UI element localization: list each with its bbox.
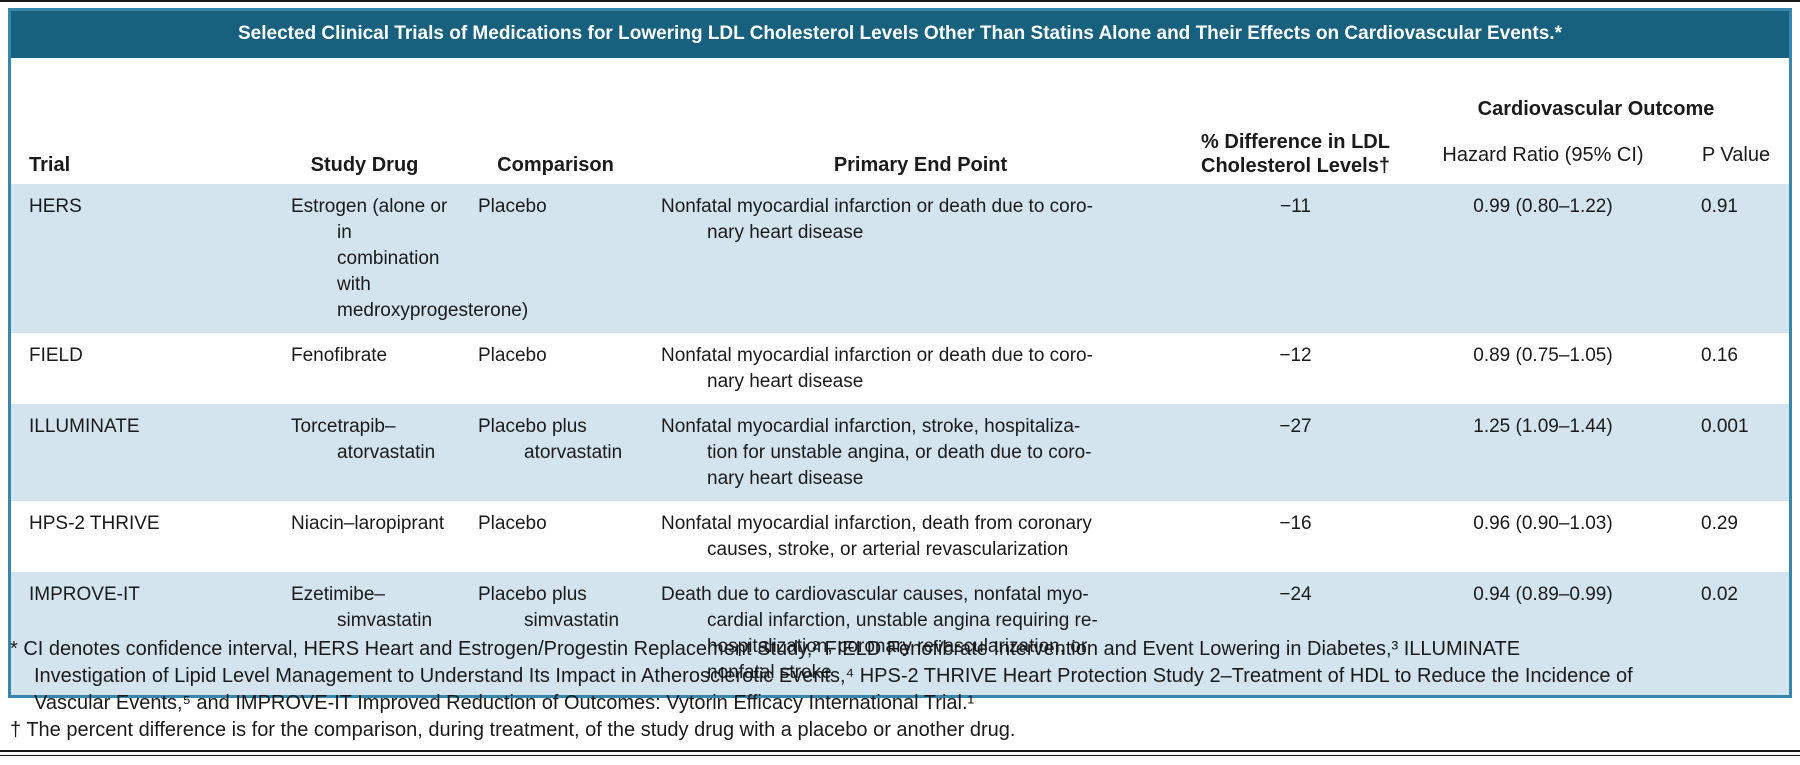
clinical-trials-table: Trial Study Drug Comparison Primary End … <box>11 58 1789 695</box>
cell-ldl-difference: −27 <box>1279 416 1312 437</box>
table-body: HERS Estrogen (alone or in combination w… <box>11 184 1789 695</box>
table-header: Trial Study Drug Comparison Primary End … <box>11 58 1789 184</box>
cell-p-value: 0.02 <box>1701 584 1738 605</box>
cell-primary-end-point: Death due to cardiovascular causes, nonf… <box>661 584 1098 683</box>
sub-header-row: Hazard Ratio (95% CI) P Value <box>11 128 1789 184</box>
cell-hazard-ratio: 0.96 (0.90–1.03) <box>1473 513 1613 534</box>
column-header-ldl-difference: % Difference in LDL Cholesterol Levels† <box>1188 58 1403 184</box>
cell-trial: FIELD <box>29 345 83 366</box>
cell-comparison: Placebo <box>478 196 547 217</box>
cell-trial: HPS-2 THRIVE <box>29 513 160 534</box>
cell-p-value: 0.001 <box>1701 416 1749 437</box>
cell-p-value: 0.29 <box>1701 513 1738 534</box>
table-row: FIELD Fenofibrate Placebo Nonfatal myoca… <box>11 333 1789 404</box>
cell-primary-end-point: Nonfatal myocardial infarction, death fr… <box>661 513 1092 560</box>
table-row: IMPROVE-IT Ezetimibe–simvastatin Placebo… <box>11 572 1789 695</box>
table-figure: Selected Clinical Trials of Medications … <box>8 8 1792 698</box>
column-header-cardiovascular-outcome: Cardiovascular Outcome <box>1403 58 1789 128</box>
column-header-comparison: Comparison <box>458 58 653 184</box>
main-header-row: Trial Study Drug Comparison Primary End … <box>11 58 1789 184</box>
column-header-study-drug: Study Drug <box>271 58 458 184</box>
footnotes: * CI denotes confidence interval, HERS H… <box>10 636 1790 744</box>
column-header-trial: Trial <box>11 58 271 184</box>
cell-primary-end-point: Nonfatal myocardial infarction, stroke, … <box>661 416 1092 489</box>
bottom-rule <box>0 755 1800 756</box>
cell-comparison: Placebo <box>478 345 547 366</box>
cell-ldl-difference: −12 <box>1279 345 1312 366</box>
cell-study-drug: Estrogen (alone or in combination with m… <box>291 196 529 321</box>
cell-p-value: 0.91 <box>1701 196 1738 217</box>
cell-comparison: Placebo <box>478 513 547 534</box>
cell-ldl-difference: −24 <box>1279 584 1312 605</box>
column-header-hazard-ratio: Hazard Ratio (95% CI) <box>1403 128 1683 184</box>
top-rule <box>0 0 1800 2</box>
column-header-primary-end-point: Primary End Point <box>653 58 1188 184</box>
cell-study-drug: Torcetrapib–atorvastatin <box>291 416 436 463</box>
cell-trial: IMPROVE-IT <box>29 584 140 605</box>
cell-study-drug: Niacin–laropiprant <box>291 513 445 534</box>
cell-primary-end-point: Nonfatal myocardial infarction or death … <box>661 345 1093 392</box>
cell-hazard-ratio: 0.99 (0.80–1.22) <box>1473 196 1613 217</box>
cell-study-drug: Ezetimibe–simvastatin <box>291 584 433 631</box>
table-row: HPS-2 THRIVE Niacin–laropiprant Placebo … <box>11 501 1789 572</box>
table-row: HERS Estrogen (alone or in combination w… <box>11 184 1789 333</box>
cell-hazard-ratio: 0.94 (0.89–0.99) <box>1473 584 1613 605</box>
cell-hazard-ratio: 0.89 (0.75–1.05) <box>1473 345 1613 366</box>
cell-primary-end-point: Nonfatal myocardial infarction or death … <box>661 196 1093 243</box>
footnote-dagger: † The percent difference is for the comp… <box>10 719 1016 741</box>
cell-trial: HERS <box>29 196 82 217</box>
table-title: Selected Clinical Trials of Medications … <box>11 11 1789 58</box>
table-row: ILLUMINATE Torcetrapib–atorvastatin Plac… <box>11 404 1789 501</box>
cell-ldl-difference: −11 <box>1280 196 1311 217</box>
cell-hazard-ratio: 1.25 (1.09–1.44) <box>1473 416 1613 437</box>
cell-comparison: Placebo plus simvastatin <box>478 584 620 631</box>
cell-trial: ILLUMINATE <box>29 416 140 437</box>
bottom-rule <box>0 750 1800 752</box>
cell-p-value: 0.16 <box>1701 345 1738 366</box>
cell-ldl-difference: −16 <box>1279 513 1312 534</box>
column-header-p-value: P Value <box>1683 128 1789 184</box>
footnote-asterisk: * CI denotes confidence interval, HERS H… <box>10 638 1633 714</box>
cell-comparison: Placebo plus atorvastatin <box>478 416 623 463</box>
cell-study-drug: Fenofibrate <box>291 345 388 366</box>
